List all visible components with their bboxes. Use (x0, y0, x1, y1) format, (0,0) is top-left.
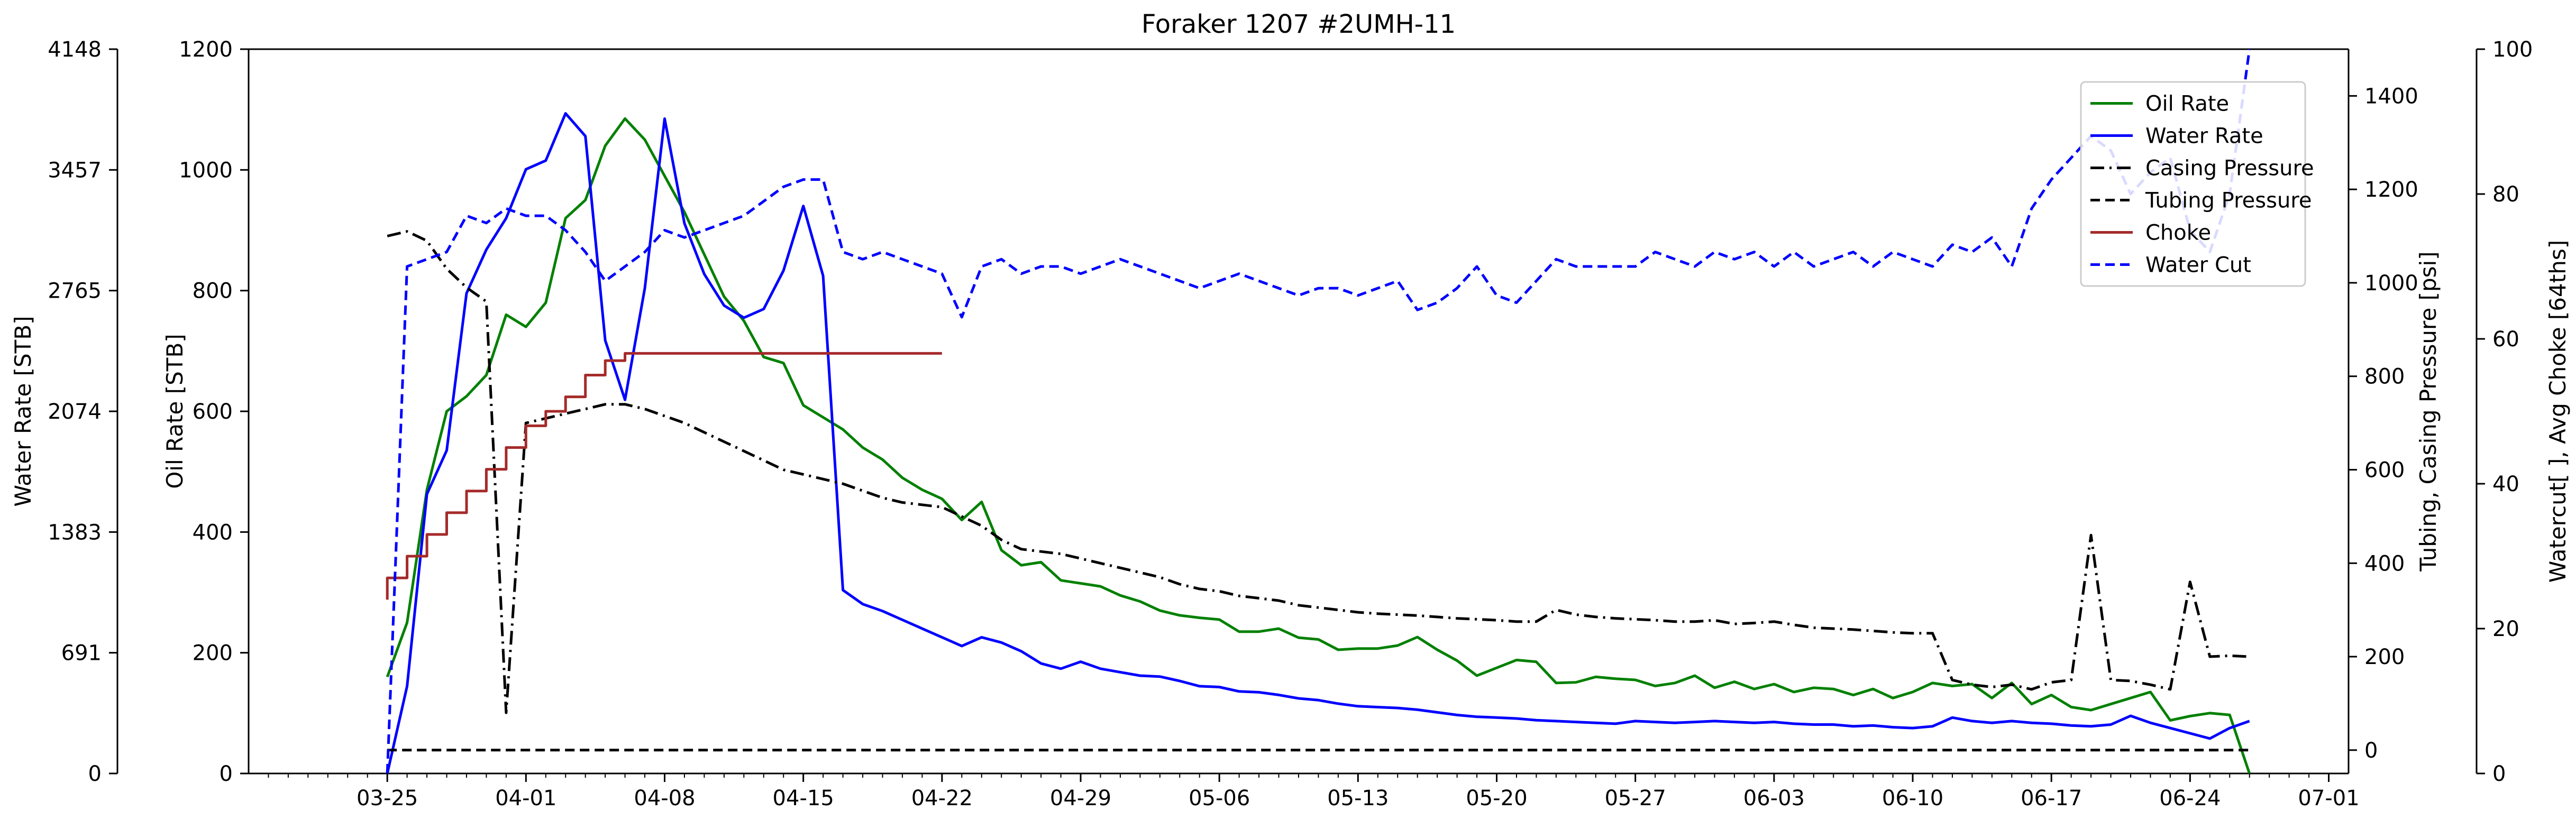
x-tick-label: 07-01 (2298, 786, 2359, 810)
x-tick-label: 05-20 (1466, 786, 1527, 810)
x-tick-label: 04-01 (495, 786, 556, 810)
choke-line (386, 352, 942, 600)
water-rate-line (386, 112, 2250, 773)
legend-box (2080, 81, 2306, 287)
oil-axis-label: Oil Rate [STB] (162, 334, 188, 489)
legend-label: Tubing Pressure (2145, 189, 2312, 213)
oil-tick-label: 1000 (179, 158, 233, 182)
water-cut-line (386, 49, 2251, 773)
oil-tick-label: 800 (193, 279, 233, 303)
pressure-tick-label: 1200 (2364, 178, 2418, 202)
oil-tick-label: 0 (220, 762, 233, 786)
oil-tick-label: 1200 (179, 38, 233, 62)
pressure-tick-label: 800 (2364, 365, 2405, 389)
x-tick-label: 06-17 (2021, 786, 2082, 810)
watercut-tick-label: 40 (2492, 472, 2519, 496)
watercut-tick-label: 100 (2492, 38, 2533, 62)
x-tick-label: 04-29 (1050, 786, 1111, 810)
legend-label: Oil Rate (2145, 92, 2229, 116)
x-tick-label: 04-15 (773, 786, 834, 810)
oil-tick-label: 200 (193, 641, 233, 666)
chart-title: Foraker 1207 #2UMH-11 (1141, 10, 1456, 39)
watercut-tick-label: 60 (2492, 327, 2519, 352)
watercut-tick-label: 0 (2492, 762, 2506, 786)
x-tick-label: 04-08 (634, 786, 695, 810)
legend-label: Water Rate (2145, 124, 2263, 149)
legend-label: Water Cut (2145, 253, 2251, 278)
x-tick-label: 05-27 (1605, 786, 1666, 810)
legend-label: Casing Pressure (2145, 156, 2314, 181)
legend-label: Choke (2145, 221, 2211, 245)
water-axis-label: Water Rate [STB] (10, 316, 36, 506)
water-tick-label: 691 (61, 641, 102, 666)
watercut-tick-label: 80 (2492, 182, 2519, 207)
x-tick-label: 05-06 (1189, 786, 1250, 810)
water-tick-label: 2074 (48, 400, 102, 424)
watercut-axis-label: Watercut[ ], Avg Choke [64ths] (2545, 240, 2571, 583)
pressure-tick-label: 1000 (2364, 271, 2418, 296)
pressure-tick-label: 400 (2364, 551, 2405, 576)
oil-tick-label: 600 (193, 400, 233, 424)
pressure-axis-label: Tubing, Casing Pressure [psi] (2415, 251, 2441, 572)
water-tick-label: 3457 (48, 158, 102, 182)
x-tick-label: 06-03 (1743, 786, 1805, 810)
casing-pressure-line (387, 230, 2250, 714)
pressure-tick-label: 600 (2364, 458, 2405, 482)
x-tick-label: 05-13 (1327, 786, 1389, 810)
water-tick-label: 0 (88, 762, 102, 786)
x-tick-label: 06-24 (2159, 786, 2221, 810)
pressure-tick-label: 1400 (2364, 84, 2418, 108)
water-tick-label: 1383 (48, 520, 102, 545)
x-tick-label: 06-10 (1882, 786, 1943, 810)
pressure-tick-label: 0 (2364, 739, 2378, 763)
water-tick-label: 2765 (48, 279, 102, 303)
watercut-tick-label: 20 (2492, 617, 2519, 641)
x-tick-label: 03-25 (357, 786, 418, 810)
oil-rate-line (386, 117, 2251, 773)
x-tick-label: 04-22 (911, 786, 973, 810)
pressure-tick-label: 200 (2364, 645, 2405, 669)
oil-tick-label: 400 (193, 520, 233, 545)
water-tick-label: 4148 (48, 38, 102, 62)
